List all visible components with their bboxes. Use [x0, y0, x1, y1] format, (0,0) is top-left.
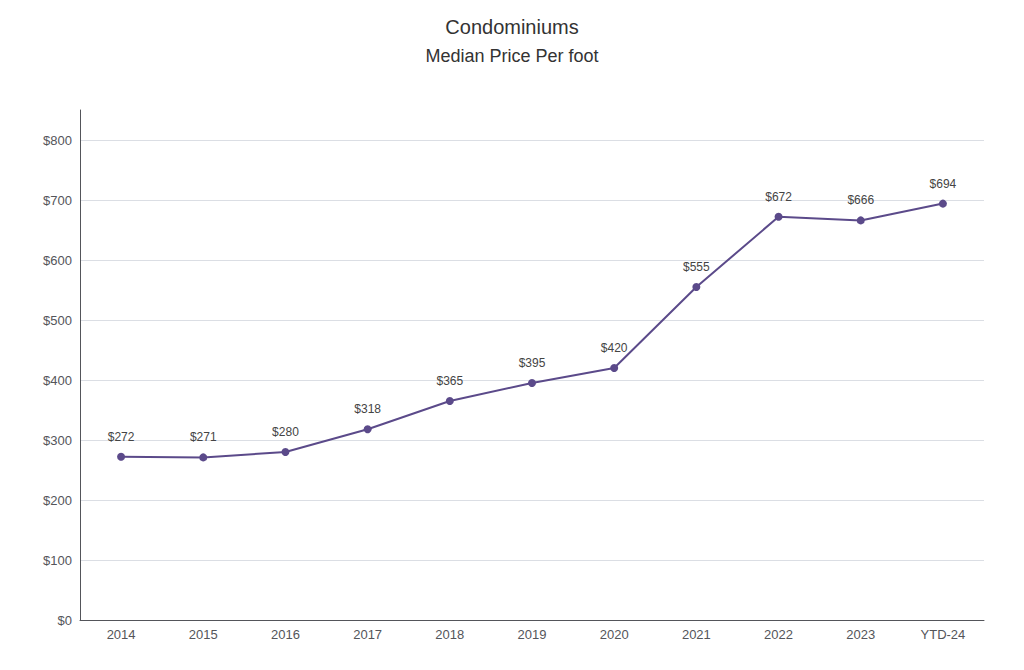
svg-text:2020: 2020: [600, 627, 629, 642]
svg-text:$500: $500: [43, 313, 72, 328]
svg-text:2023: 2023: [846, 627, 875, 642]
svg-text:2018: 2018: [435, 627, 464, 642]
svg-text:$100: $100: [43, 553, 72, 568]
svg-text:$700: $700: [43, 193, 72, 208]
svg-text:YTD-24: YTD-24: [921, 627, 966, 642]
svg-text:Condominiums: Condominiums: [445, 16, 578, 38]
svg-text:$280: $280: [272, 425, 299, 439]
svg-text:$800: $800: [43, 133, 72, 148]
svg-text:$694: $694: [930, 177, 957, 191]
svg-text:$0: $0: [58, 613, 72, 628]
svg-text:$400: $400: [43, 373, 72, 388]
svg-text:2021: 2021: [682, 627, 711, 642]
svg-text:$395: $395: [519, 356, 546, 370]
svg-text:Median Price Per foot: Median Price Per foot: [425, 46, 598, 66]
svg-text:$272: $272: [108, 430, 135, 444]
svg-text:$318: $318: [354, 402, 381, 416]
svg-text:$271: $271: [190, 430, 217, 444]
svg-text:$672: $672: [765, 190, 792, 204]
svg-text:$420: $420: [601, 341, 628, 355]
svg-text:2017: 2017: [353, 627, 382, 642]
svg-text:$555: $555: [683, 260, 710, 274]
svg-text:$200: $200: [43, 493, 72, 508]
svg-text:$365: $365: [436, 374, 463, 388]
svg-text:$300: $300: [43, 433, 72, 448]
svg-text:$666: $666: [847, 193, 874, 207]
svg-text:2016: 2016: [271, 627, 300, 642]
svg-text:$600: $600: [43, 253, 72, 268]
svg-text:2015: 2015: [189, 627, 218, 642]
svg-text:2014: 2014: [107, 627, 136, 642]
svg-text:2022: 2022: [764, 627, 793, 642]
svg-text:2019: 2019: [518, 627, 547, 642]
